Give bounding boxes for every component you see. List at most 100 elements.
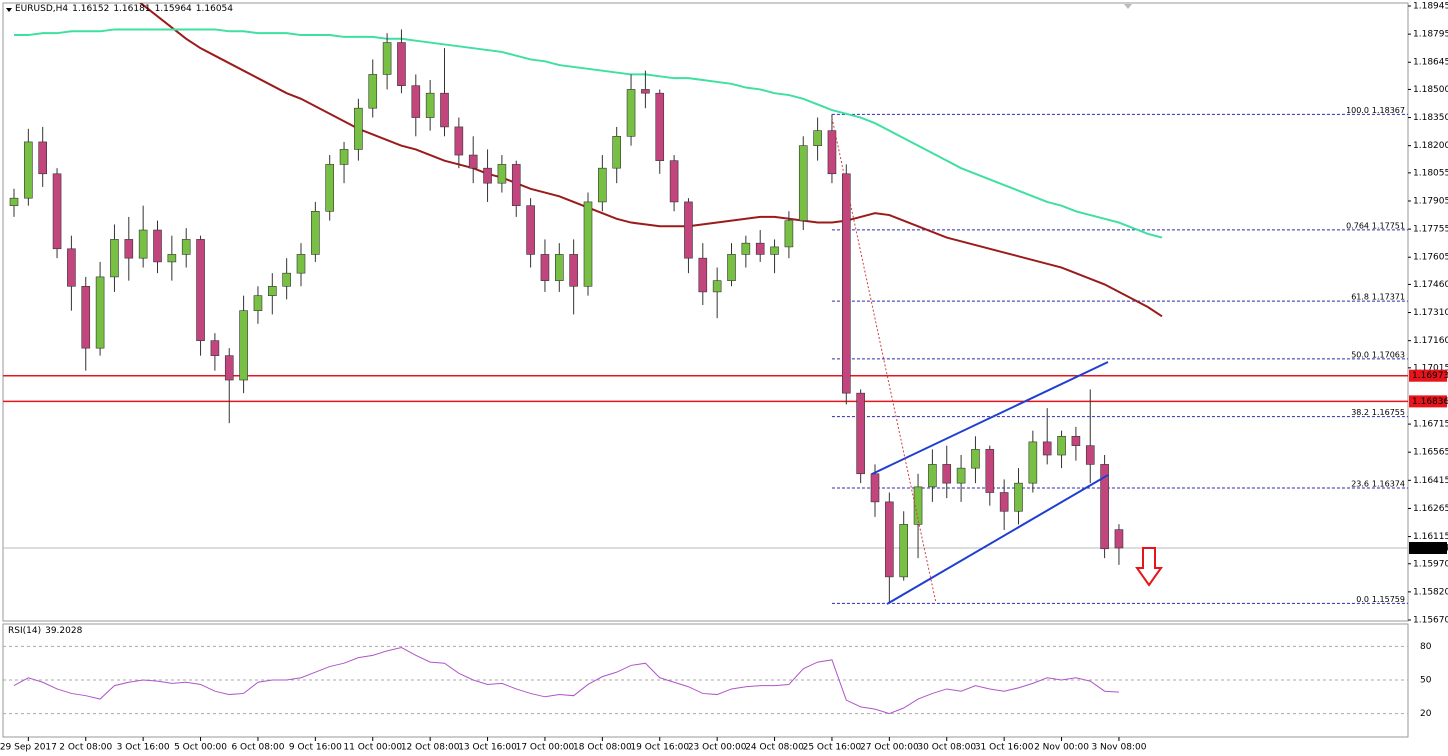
fib-diagonal bbox=[831, 117, 937, 604]
y-tick-label: 1.16715 bbox=[1413, 420, 1448, 430]
y-tick-label: 1.17755 bbox=[1413, 225, 1448, 235]
rsi-value: 39.2028 bbox=[45, 626, 83, 636]
fib-level: 61.8 bbox=[1351, 293, 1369, 302]
price-panel-frame bbox=[2, 2, 1409, 622]
candle-body bbox=[311, 210, 320, 255]
rsi-header: RSI(14) 39.2028 bbox=[8, 625, 82, 637]
candle-body bbox=[440, 92, 449, 128]
scroll-marker bbox=[1124, 4, 1132, 9]
candle-body bbox=[354, 107, 363, 150]
rsi-title: RSI(14) bbox=[8, 626, 42, 636]
candle-body bbox=[727, 254, 736, 281]
rsi-layer bbox=[3, 645, 1408, 715]
level-label: 1.16973 bbox=[1412, 371, 1448, 381]
level-label: 1.16836 bbox=[1412, 397, 1448, 407]
x-tick-label: 6 Oct 08:00 bbox=[231, 743, 284, 753]
candle-body bbox=[856, 392, 865, 475]
rsi-tick-label: 50 bbox=[1420, 676, 1432, 686]
y-tick-label: 1.18350 bbox=[1413, 113, 1448, 123]
candle-body bbox=[641, 89, 650, 94]
candle-body bbox=[1028, 441, 1038, 484]
x-tick-label: 23 Oct 00:00 bbox=[688, 743, 747, 753]
moving-average bbox=[14, 28, 1163, 239]
y-tick-label: 1.16565 bbox=[1413, 448, 1448, 458]
down-arrow bbox=[1135, 547, 1163, 587]
annotations bbox=[6, 4, 1163, 605]
y-tick-label: 1.16265 bbox=[1413, 504, 1448, 514]
candle-body bbox=[526, 205, 535, 255]
candle-body bbox=[827, 130, 837, 175]
candle-body bbox=[483, 167, 492, 184]
x-tick-label: 19 Oct 16:00 bbox=[630, 743, 689, 753]
candle-body bbox=[956, 467, 966, 484]
fib-value: 1.18367 bbox=[1372, 106, 1405, 115]
x-tick-label: 17 Oct 00:00 bbox=[516, 743, 575, 753]
y-tick-label: 1.17460 bbox=[1413, 280, 1448, 290]
x-tick-label: 9 Oct 16:00 bbox=[289, 743, 342, 753]
candle-body bbox=[798, 145, 808, 221]
menu-marker bbox=[6, 8, 12, 12]
y-tick-label: 1.18645 bbox=[1413, 58, 1448, 68]
candle-body bbox=[813, 130, 822, 146]
candle-body bbox=[885, 501, 894, 578]
candle-body bbox=[124, 239, 134, 259]
candle-body bbox=[325, 164, 335, 212]
candle-body bbox=[239, 310, 248, 381]
x-tick-label: 27 Oct 00:00 bbox=[860, 743, 919, 753]
fib-value: 1.17751 bbox=[1372, 221, 1405, 230]
y-tick-label: 1.15970 bbox=[1413, 559, 1448, 569]
y-tick-label: 1.16415 bbox=[1413, 476, 1448, 486]
y-tick-label: 1.17605 bbox=[1413, 253, 1448, 263]
candle-body bbox=[712, 280, 722, 293]
y-tick-label: 1.18200 bbox=[1413, 141, 1448, 151]
candle-body bbox=[497, 164, 507, 184]
x-tick-label: 11 Oct 00:00 bbox=[343, 743, 402, 753]
candle-body bbox=[253, 295, 263, 311]
fib-value: 1.17063 bbox=[1372, 350, 1405, 359]
quote: 1.15964 bbox=[154, 4, 192, 14]
candle-body bbox=[110, 239, 119, 278]
candle-body bbox=[755, 242, 765, 255]
y-tick-label: 1.17160 bbox=[1413, 336, 1448, 346]
candle-body bbox=[167, 254, 177, 263]
candle-body bbox=[81, 285, 91, 349]
y-tick-label: 1.17905 bbox=[1413, 196, 1448, 206]
y-tick-label: 1.18055 bbox=[1413, 168, 1448, 178]
candle-body bbox=[67, 248, 76, 287]
x-tick-label: 13 Oct 16:00 bbox=[458, 743, 517, 753]
candle-body bbox=[296, 254, 306, 274]
candle-body bbox=[282, 272, 291, 287]
y-tick-label: 1.18500 bbox=[1413, 85, 1448, 95]
candle-body bbox=[52, 173, 62, 250]
candle-body bbox=[196, 239, 205, 341]
y-tick-label: 1.18795 bbox=[1413, 30, 1448, 40]
candle-body bbox=[368, 74, 378, 109]
quote: 1.16152 bbox=[72, 4, 110, 14]
x-tick-label: 29 Sep 2017 bbox=[0, 743, 57, 753]
candle-body bbox=[1057, 435, 1066, 456]
candle-body bbox=[24, 141, 33, 199]
candle-body bbox=[224, 355, 234, 381]
price-layer bbox=[3, 3, 1408, 604]
y-tick-label: 1.15820 bbox=[1413, 587, 1448, 597]
fib-level: 38.2 bbox=[1351, 408, 1369, 417]
current-price-box bbox=[1409, 542, 1447, 555]
candle-body bbox=[1042, 441, 1052, 456]
candle-body bbox=[583, 201, 593, 287]
candle-body bbox=[540, 254, 550, 281]
fib-level: 0.764 bbox=[1346, 221, 1369, 230]
x-tick-label: 5 Oct 00:00 bbox=[174, 743, 227, 753]
chart-header: EURUSD,H4 1.16152 1.16181 1.15964 1.1605… bbox=[15, 3, 233, 15]
candle-body bbox=[554, 254, 564, 281]
rsi-line bbox=[13, 646, 1119, 715]
x-tick-label: 12 Oct 08:00 bbox=[401, 743, 460, 753]
y-tick-label: 1.16115 bbox=[1413, 532, 1448, 542]
y-tick-label: 1.17310 bbox=[1413, 308, 1448, 318]
candle-body bbox=[1114, 529, 1124, 549]
candle-body bbox=[454, 126, 464, 156]
candle-body bbox=[784, 220, 794, 248]
candle-body bbox=[382, 42, 392, 75]
candle-body bbox=[626, 89, 636, 137]
candle-body bbox=[841, 173, 851, 394]
